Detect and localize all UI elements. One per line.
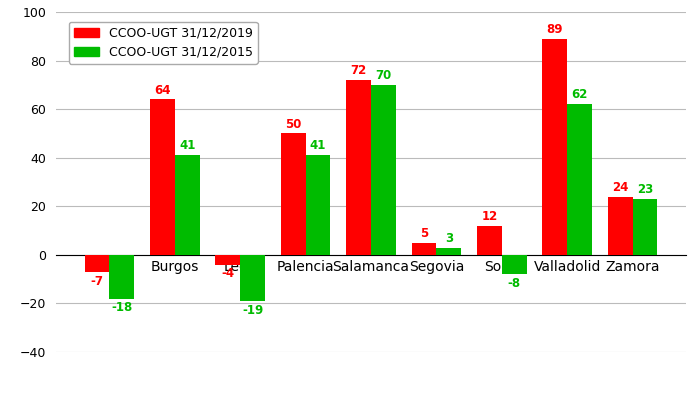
Text: 64: 64 bbox=[154, 84, 171, 96]
Bar bbox=[109, 255, 134, 298]
Legend: CCOO-UGT 31/12/2019, CCOO-UGT 31/12/2015: CCOO-UGT 31/12/2019, CCOO-UGT 31/12/2015 bbox=[69, 22, 258, 64]
Bar bbox=[175, 155, 199, 255]
Text: 50: 50 bbox=[285, 118, 302, 130]
Text: 89: 89 bbox=[547, 23, 563, 36]
Bar bbox=[240, 255, 265, 301]
Bar bbox=[477, 226, 502, 255]
Bar bbox=[567, 104, 592, 255]
Bar bbox=[633, 199, 657, 255]
Bar bbox=[281, 134, 306, 255]
Text: 41: 41 bbox=[310, 139, 326, 152]
Bar bbox=[542, 39, 567, 255]
Text: 72: 72 bbox=[351, 64, 367, 77]
Bar bbox=[436, 248, 461, 255]
Text: -8: -8 bbox=[508, 277, 521, 290]
Text: 24: 24 bbox=[612, 181, 629, 194]
Text: 62: 62 bbox=[571, 88, 588, 101]
Text: -19: -19 bbox=[242, 304, 263, 317]
Bar bbox=[85, 255, 109, 272]
Bar bbox=[502, 255, 526, 274]
Text: -18: -18 bbox=[111, 302, 132, 314]
Text: 3: 3 bbox=[444, 232, 453, 245]
Bar bbox=[608, 196, 633, 255]
Text: -4: -4 bbox=[221, 268, 234, 280]
Text: 70: 70 bbox=[375, 69, 391, 82]
Text: 41: 41 bbox=[179, 139, 195, 152]
Bar bbox=[371, 85, 395, 255]
Bar bbox=[412, 243, 436, 255]
Bar bbox=[150, 100, 175, 255]
Text: -7: -7 bbox=[90, 275, 104, 288]
Bar bbox=[346, 80, 371, 255]
Text: 23: 23 bbox=[637, 183, 653, 196]
Bar bbox=[306, 155, 330, 255]
Text: 5: 5 bbox=[420, 227, 428, 240]
Text: 12: 12 bbox=[481, 210, 498, 223]
Bar bbox=[216, 255, 240, 264]
